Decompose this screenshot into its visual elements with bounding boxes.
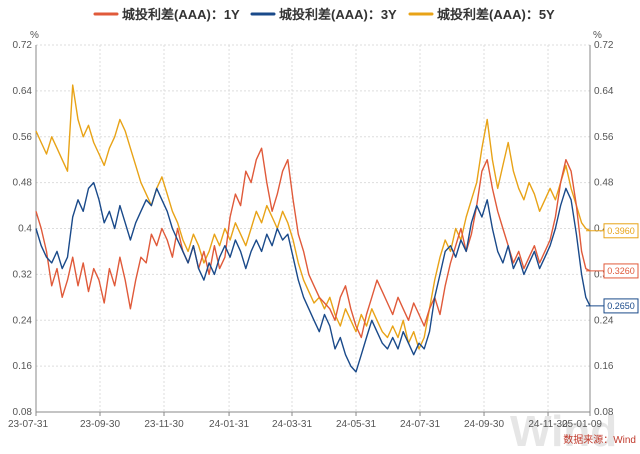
- y-tick-label-left: 0.72: [13, 40, 33, 51]
- y-tick-label-right: 0.64: [594, 86, 614, 97]
- y-tick-label-left: 0.08: [13, 407, 33, 418]
- series-line: [35, 84, 591, 350]
- x-tick-label: 25-01-09: [562, 419, 602, 430]
- y-tick-label-left: 0.56: [13, 132, 33, 143]
- legend: 城投利差(AAA)：1Y 城投利差(AAA)：3Y 城投利差(AAA)：5Y: [93, 7, 555, 22]
- series-line: [35, 181, 591, 373]
- y-tick-label-left: 0.16: [13, 361, 33, 372]
- x-tick-label: 24-09-30: [464, 419, 504, 430]
- end-label-box: [603, 263, 639, 279]
- y-tick-label-right: 0.24: [594, 315, 614, 326]
- y-tick-label-left: 0.64: [13, 86, 33, 97]
- y-tick-label-right: 0.56: [594, 132, 614, 143]
- end-label-box: [603, 298, 639, 314]
- grid-lines: [35, 44, 591, 413]
- x-tick-label: 24-01-31: [209, 419, 249, 430]
- end-labels: 0.3260 0.2650 0.3960: [586, 223, 639, 314]
- legend-label: 城投利差(AAA)：1Y: [122, 7, 240, 22]
- series-line: [35, 147, 591, 339]
- end-label: 0.3260: [607, 266, 635, 276]
- x-tick-label: 23-07-31: [8, 419, 48, 430]
- x-tick-label: 23-09-30: [80, 419, 120, 430]
- x-tick-label: 24-07-31: [400, 419, 440, 430]
- y-tick-label-left: 0.32: [13, 269, 33, 280]
- x-tick-label: 24-03-31: [272, 419, 312, 430]
- y-tick-label-left: 0.24: [13, 315, 33, 326]
- y-tick-label-right: 0.08: [594, 407, 614, 418]
- y-unit-left: %: [30, 30, 39, 41]
- series-lines: [35, 84, 591, 373]
- y-tick-label-right: 0.72: [594, 40, 614, 51]
- y-unit-right: %: [593, 30, 602, 41]
- y-tick-label-right: 0.4: [594, 224, 608, 235]
- legend-label: 城投利差(AAA)：5Y: [437, 7, 555, 22]
- x-tick-label: 24-11-30: [528, 419, 568, 430]
- end-label: 0.3960: [607, 226, 635, 236]
- x-ticks: 23-07-31 23-09-30 23-11-30 24-01-31 24-03-31…: [8, 412, 602, 430]
- legend-label: 城投利差(AAA)：3Y: [279, 7, 397, 22]
- y-tick-label-right: 0.16: [594, 361, 614, 372]
- end-label-box: [603, 223, 639, 239]
- end-label: 0.2650: [607, 301, 635, 311]
- y-tick-label-left: 0.4: [18, 224, 32, 235]
- y-tick-label-left: 0.48: [13, 178, 33, 189]
- watermark: Wind: [510, 407, 617, 454]
- x-tick-label: 24-05-31: [336, 419, 376, 430]
- x-tick-label: 23-11-30: [144, 419, 184, 430]
- y-tick-label-right: 0.48: [594, 178, 614, 189]
- source-note: 数据来源：Wind: [563, 433, 636, 446]
- y-ticks-left: 0.08 0.16 0.24 0.32 0.4 0.48 0.56 0.64 0.72: [13, 40, 33, 418]
